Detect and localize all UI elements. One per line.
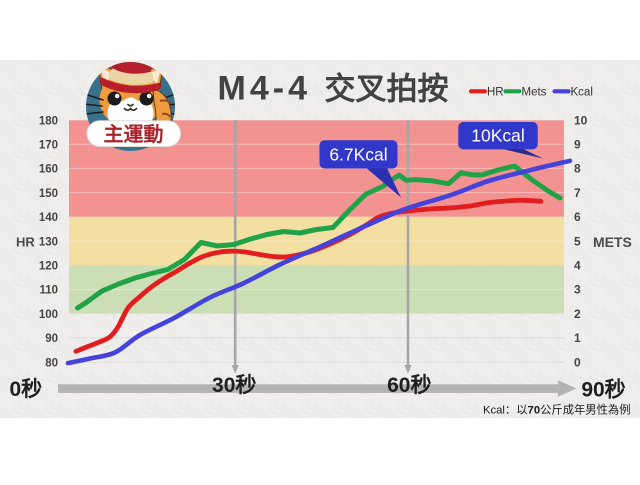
svg-text:7: 7 xyxy=(574,186,581,200)
svg-text:主運動: 主運動 xyxy=(104,122,164,146)
svg-text:Kcal：以70公斤成年男性為例: Kcal：以70公斤成年男性為例 xyxy=(483,403,631,417)
svg-text:HR: HR xyxy=(16,234,35,249)
svg-text:0: 0 xyxy=(574,355,581,369)
svg-text:8: 8 xyxy=(574,162,581,176)
svg-text:110: 110 xyxy=(39,285,58,297)
svg-text:100: 100 xyxy=(39,309,58,321)
svg-text:Mets: Mets xyxy=(522,86,547,98)
svg-text:6.7Kcal: 6.7Kcal xyxy=(329,145,387,165)
svg-text:Kcal: Kcal xyxy=(571,86,593,98)
svg-text:90秒: 90秒 xyxy=(581,378,625,402)
svg-text:HR: HR xyxy=(487,86,504,98)
svg-text:90: 90 xyxy=(45,333,58,345)
svg-text:9: 9 xyxy=(574,138,581,152)
svg-text:4: 4 xyxy=(574,259,581,273)
svg-text:80: 80 xyxy=(45,357,58,369)
svg-text:1: 1 xyxy=(574,331,581,345)
svg-text:170: 170 xyxy=(39,140,58,152)
svg-text:30秒: 30秒 xyxy=(212,373,256,397)
svg-text:6: 6 xyxy=(574,210,581,224)
svg-text:160: 160 xyxy=(39,164,58,176)
svg-text:3: 3 xyxy=(574,283,581,297)
svg-text:130: 130 xyxy=(39,236,58,248)
svg-text:120: 120 xyxy=(39,261,58,273)
svg-text:10: 10 xyxy=(574,113,588,127)
svg-text:0秒: 0秒 xyxy=(9,377,42,401)
svg-text:M4-4 交叉拍按: M4-4 交叉拍按 xyxy=(218,70,449,108)
svg-text:60秒: 60秒 xyxy=(387,373,431,397)
svg-text:180: 180 xyxy=(39,115,58,127)
svg-text:140: 140 xyxy=(39,212,58,224)
svg-text:2: 2 xyxy=(574,307,581,321)
svg-text:5: 5 xyxy=(574,234,581,248)
svg-text:150: 150 xyxy=(39,188,58,200)
svg-text:METS: METS xyxy=(593,234,632,250)
svg-text:10Kcal: 10Kcal xyxy=(471,126,525,146)
